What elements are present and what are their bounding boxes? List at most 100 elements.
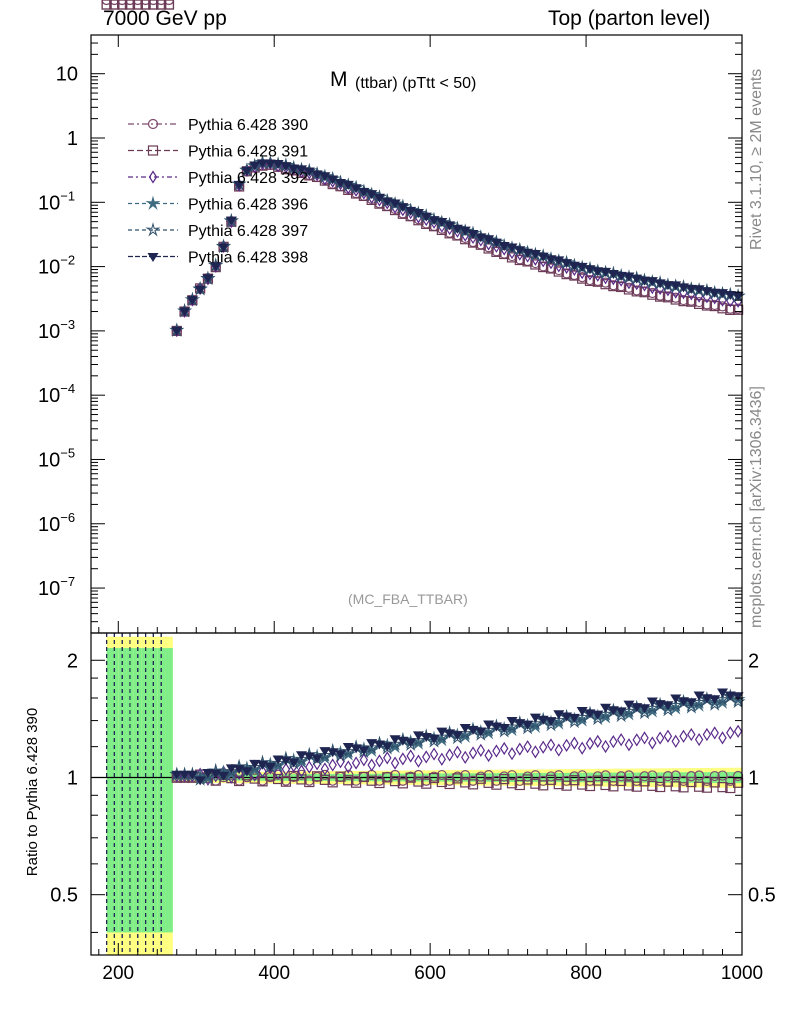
ratio-point xyxy=(117,0,128,6)
y-tick-label: 10−1 xyxy=(38,188,75,214)
ratio-point xyxy=(701,782,713,793)
legend-marker xyxy=(147,118,159,130)
data-point xyxy=(529,249,541,259)
ratio-point xyxy=(678,775,689,786)
data-point xyxy=(257,159,269,169)
ratio-point xyxy=(311,771,323,782)
ratio-point xyxy=(335,771,346,782)
ratio-point xyxy=(717,770,728,781)
ratio-point xyxy=(132,0,143,6)
uncertainty-band-green xyxy=(106,648,111,933)
ratio-point xyxy=(280,776,292,787)
ratio-point xyxy=(406,749,415,763)
ratio-point xyxy=(585,736,595,751)
data-point xyxy=(179,307,191,317)
ratio-point xyxy=(429,747,439,761)
ratio-point xyxy=(590,710,606,726)
data-point xyxy=(631,286,642,297)
ratio-point xyxy=(623,700,635,710)
uncertainty-band-green xyxy=(157,648,162,933)
chart-title: M xyxy=(330,68,348,91)
ratio-point xyxy=(577,741,587,755)
ratio-point xyxy=(468,746,478,760)
legend-label: Pythia 6.428 391 xyxy=(188,144,308,161)
ratio-point xyxy=(584,780,596,792)
data-point xyxy=(194,285,206,295)
data-point xyxy=(709,300,720,312)
ratio-point xyxy=(374,777,385,789)
ratio-point xyxy=(476,743,486,757)
ratio-point xyxy=(671,734,680,748)
ratio-point xyxy=(707,696,723,711)
y-tick-label: 10−2 xyxy=(38,253,75,279)
ratio-point xyxy=(600,770,611,781)
ratio-point xyxy=(686,771,697,782)
uncertainty-band-green xyxy=(141,648,146,933)
data-point xyxy=(685,284,697,294)
ratio-point xyxy=(375,754,384,768)
ratio-point xyxy=(344,760,353,774)
ratio-point xyxy=(637,705,653,720)
legend: Pythia 6.428 390 Pythia 6.428 391 Pythia 6… xyxy=(128,117,308,267)
data-point xyxy=(327,175,339,185)
ratio-point xyxy=(451,731,463,741)
ratio-point xyxy=(725,782,736,794)
ratio-point xyxy=(685,698,697,708)
ratio-point xyxy=(124,0,136,6)
data-point xyxy=(522,248,534,258)
data-point xyxy=(249,161,261,171)
ratio-point xyxy=(367,758,376,772)
ratio-point xyxy=(359,753,369,767)
data-point xyxy=(662,281,674,291)
ratio-point xyxy=(600,703,612,713)
data-point xyxy=(545,255,557,265)
data-point xyxy=(210,262,222,272)
ratio-point xyxy=(264,762,276,772)
ratio-point xyxy=(132,0,143,10)
ratio-point xyxy=(148,0,159,10)
y-tick-label: 10 xyxy=(56,64,78,86)
series-main-2 xyxy=(172,156,743,338)
ratio-point xyxy=(498,724,510,734)
ratio-ylabel: Ratio to Pythia 6.428 390 xyxy=(24,708,41,876)
ratio-point xyxy=(670,781,681,792)
legend-label: Pythia 6.428 390 xyxy=(188,117,308,134)
ratio-point xyxy=(247,759,263,774)
ratio-point xyxy=(390,756,400,770)
legend-marker xyxy=(148,170,158,184)
ratio-point xyxy=(461,750,470,764)
ratio-point xyxy=(538,780,549,791)
data-point xyxy=(717,303,728,314)
data-point xyxy=(600,279,611,290)
ratio-point xyxy=(249,759,261,769)
data-point xyxy=(678,296,689,307)
ratio-point xyxy=(140,0,151,6)
data-point xyxy=(506,243,518,253)
y-tick-label: 10−4 xyxy=(38,381,75,407)
ratio-point xyxy=(537,715,549,725)
ratio-point xyxy=(397,778,408,789)
ratio-point xyxy=(584,709,596,719)
ratio-plot-marks xyxy=(91,0,746,955)
data-point xyxy=(241,167,253,177)
ratio-point xyxy=(436,769,447,781)
ratio-point xyxy=(319,747,331,757)
y-tick-label: 1 xyxy=(67,128,78,150)
ratio-point xyxy=(414,754,423,768)
uncertainty-band-green xyxy=(145,648,150,933)
data-point xyxy=(694,298,705,310)
ratio-point xyxy=(726,726,735,740)
ratio-point xyxy=(202,769,214,779)
ratio-point xyxy=(709,770,720,782)
ratio-point xyxy=(258,764,267,778)
ratio-point xyxy=(460,769,471,781)
ratio-point xyxy=(327,777,338,788)
data-point xyxy=(412,209,424,219)
data-point xyxy=(288,164,300,174)
x-tick-label: 400 xyxy=(258,963,290,984)
legend-marker xyxy=(145,195,161,210)
ratio-point xyxy=(194,776,206,786)
data-point xyxy=(202,274,214,284)
ratio-point xyxy=(655,781,666,793)
ratio-point xyxy=(140,0,151,10)
